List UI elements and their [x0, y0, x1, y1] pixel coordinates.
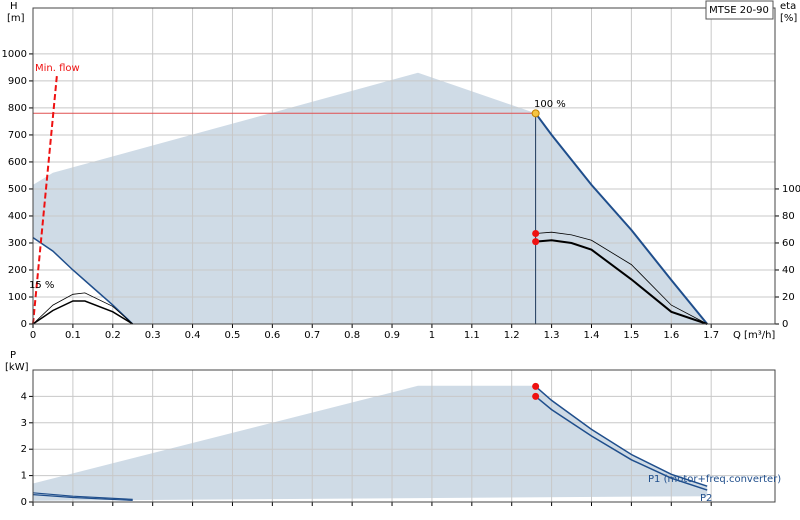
operating-area — [33, 72, 708, 324]
y-tick-label: 500 — [8, 184, 27, 195]
y-tick-label: 1 — [21, 471, 27, 482]
x-tick-label: 0.5 — [225, 330, 241, 341]
curve — [32, 292, 133, 325]
plot-frame — [32, 369, 776, 503]
curve — [32, 236, 134, 325]
operating-point — [532, 238, 540, 246]
y-axis-symbol: P — [10, 350, 16, 361]
y2-tick-label: 40 — [782, 265, 795, 276]
x-tick-label: 1 — [429, 330, 435, 341]
y2-tick-label: 20 — [782, 292, 795, 303]
x-axis-label: Q [m³/h] — [733, 330, 775, 341]
y-tick-label: 1000 — [2, 49, 27, 60]
operating-area — [33, 385, 708, 501]
x-tick-label: 0.3 — [145, 330, 161, 341]
y-tick-label: 3 — [21, 418, 27, 429]
y2-axis-unit: [%] — [780, 13, 797, 24]
plot-frame — [32, 7, 776, 325]
y-tick-label: 0 — [21, 497, 27, 508]
y2-tick-label: 80 — [782, 211, 795, 222]
y-axis-unit: [m] — [7, 13, 25, 24]
operating-point — [532, 382, 540, 390]
y-tick-label: 600 — [8, 157, 27, 168]
operating-point — [532, 230, 540, 238]
min-flow-label: Min. flow — [35, 63, 80, 74]
curve — [535, 231, 708, 325]
y-tick-label: 4 — [21, 391, 27, 402]
curve — [535, 395, 708, 491]
x-tick-label: 0.8 — [344, 330, 360, 341]
x-tick-label: 0.4 — [185, 330, 201, 341]
legend-p1: P1 (motor+freq.converter) — [648, 474, 781, 485]
y-axis-unit: [kW] — [5, 362, 29, 373]
x-tick-label: 1.2 — [504, 330, 520, 341]
x-tick-label: 1.5 — [623, 330, 639, 341]
y-tick-label: 400 — [8, 211, 27, 222]
y2-tick-label: 60 — [782, 238, 795, 249]
curve — [535, 239, 708, 325]
x-tick-label: 0 — [30, 330, 36, 341]
x-tick-label: 1.4 — [584, 330, 600, 341]
axes: 0 0.1 0.2 0.3 0.4 0.5 0.6 0.7 0.8 0.9 1 1.1 1.2 1.3 1.… — [2, 7, 800, 508]
operating-point — [531, 109, 540, 118]
x-tick-label: 0.2 — [105, 330, 121, 341]
x-tick-label: 1.3 — [544, 330, 560, 341]
y-tick-label: 2 — [21, 444, 27, 455]
shade — [33, 72, 708, 501]
y-tick-label: 0 — [21, 319, 27, 330]
duty-point-label: 100 % — [534, 99, 566, 110]
y2-axis-symbol: eta — [780, 1, 796, 12]
y2-tick-label: 0 — [782, 319, 788, 330]
curve — [534, 112, 708, 325]
x-tick-label: 0.6 — [264, 330, 280, 341]
model-title: MTSE 20-90 — [709, 5, 769, 16]
curve — [535, 385, 708, 487]
y2-tick-label: 100 — [782, 184, 800, 195]
x-tick-label: 1.7 — [703, 330, 719, 341]
curve — [32, 492, 133, 500]
y-tick-label: 100 — [8, 292, 27, 303]
min-speed-label: 15 % — [29, 280, 54, 291]
y-tick-label: 700 — [8, 130, 27, 141]
model-box — [705, 0, 774, 20]
x-tick-label: 1.1 — [464, 330, 480, 341]
y-axis-symbol: H — [10, 1, 18, 12]
curve — [32, 75, 58, 325]
operating-point — [532, 392, 540, 400]
y-tick-label: 800 — [8, 103, 27, 114]
series — [32, 75, 708, 501]
x-tick-label: 0.1 — [65, 330, 81, 341]
x-tick-label: 0.9 — [384, 330, 400, 341]
y-tick-label: 900 — [8, 76, 27, 87]
legend-p2: P2 — [700, 493, 712, 504]
curve — [32, 494, 133, 501]
x-tick-label: 1.6 — [663, 330, 679, 341]
x-tick-label: 0.7 — [304, 330, 320, 341]
curve — [32, 300, 134, 325]
y-tick-label: 300 — [8, 238, 27, 249]
y-tick-label: 200 — [8, 265, 27, 276]
